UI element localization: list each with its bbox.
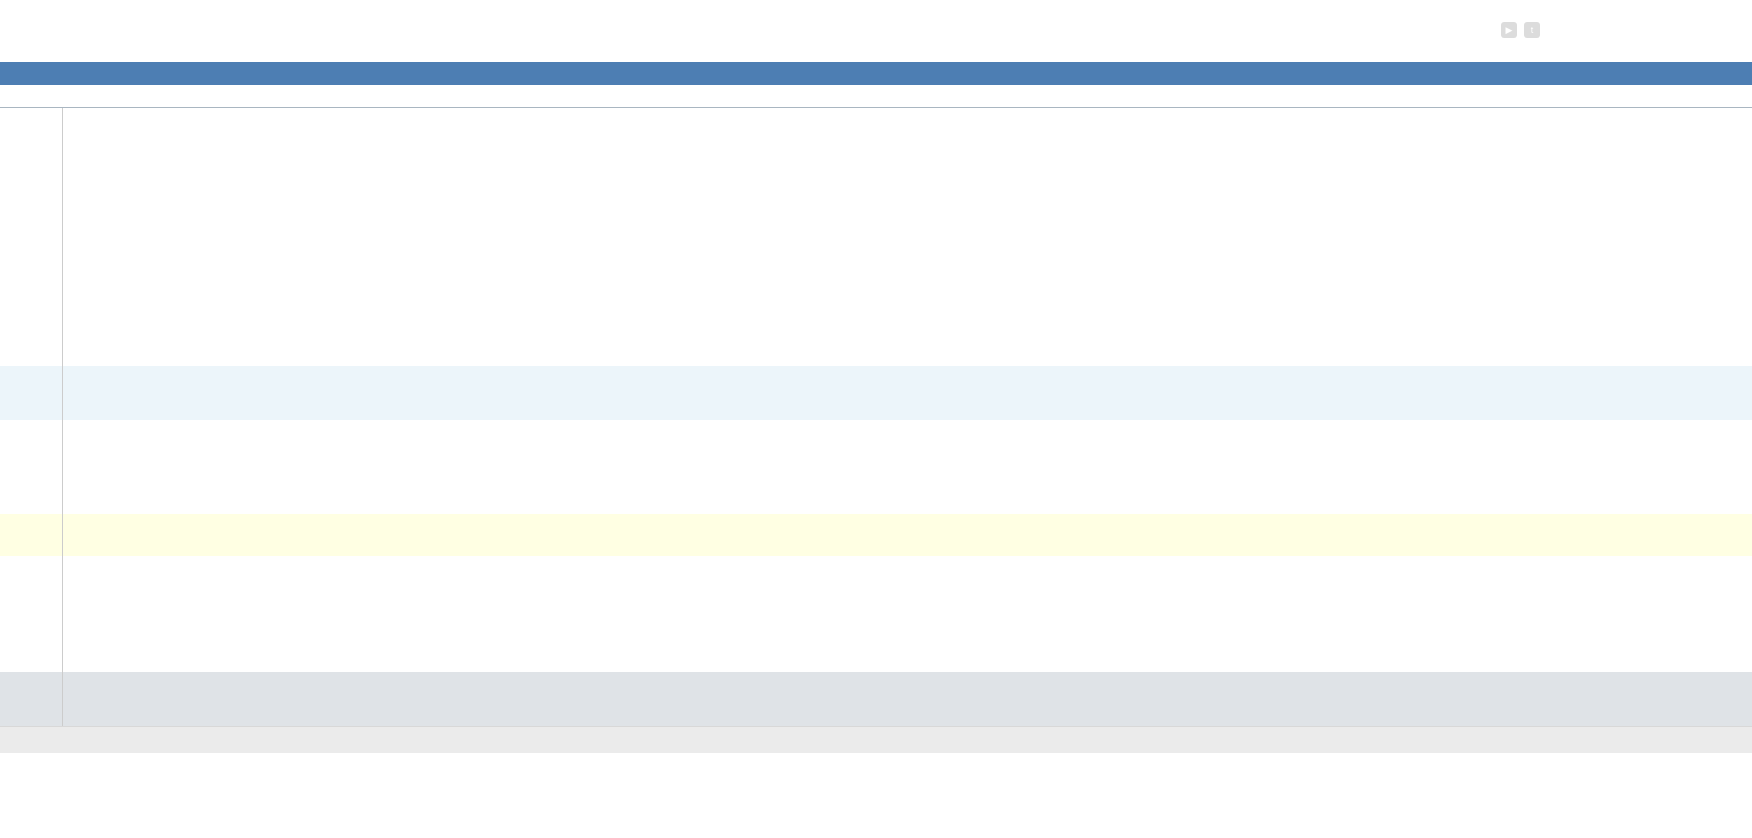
- moon-row: [0, 556, 1752, 631]
- high-tide-row: [0, 366, 1752, 421]
- low-tide-row: [0, 420, 1752, 515]
- youtube-icon: ▶: [1501, 22, 1517, 38]
- title-bar: ▶ t: [0, 0, 1752, 62]
- ampm-row: [0, 85, 1752, 108]
- low-row-label: [0, 420, 63, 514]
- twitter-icon: t: [1524, 22, 1540, 38]
- wind-row: [0, 630, 1752, 673]
- wind-row-label: [0, 630, 63, 672]
- weather-row-label: [0, 672, 63, 726]
- moon-row-label: [0, 556, 63, 630]
- sun-row: [0, 514, 1752, 557]
- sun-row-label: [0, 514, 63, 556]
- chart-gutter-border: [62, 107, 63, 366]
- day-header-row: [0, 62, 1752, 85]
- tide-curve: [62, 107, 1752, 366]
- tide-chart: [0, 107, 1752, 367]
- weather-row: [0, 672, 1752, 727]
- footer: [0, 726, 1752, 753]
- watermark: ▶ t: [1494, 22, 1540, 38]
- high-row-label: [0, 366, 63, 420]
